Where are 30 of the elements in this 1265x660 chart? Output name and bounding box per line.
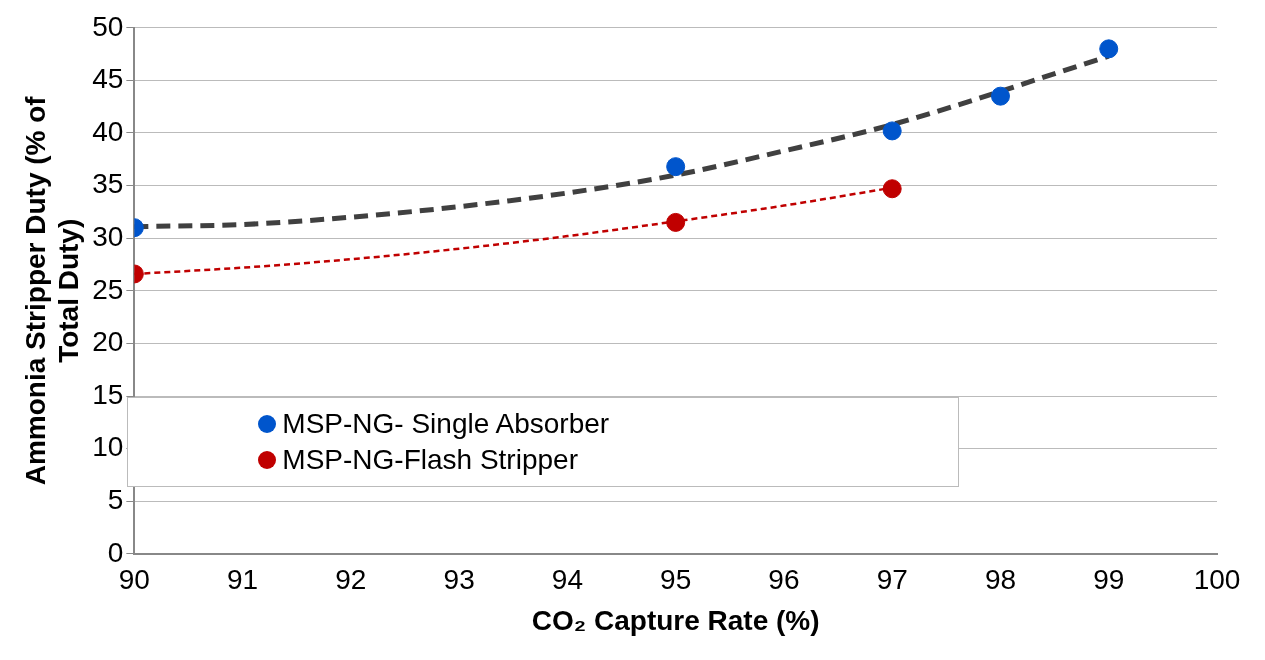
point [882,179,902,199]
x-tick-label: 92 [335,564,367,596]
y-tick-label: 10 [92,431,124,463]
y-axis-title: Ammonia Stripper Duty (% of Total Duty) [19,95,85,486]
legend-label: MSP-NG- Single Absorber [282,406,610,441]
point [1099,39,1119,59]
x-tick-label: 91 [227,564,259,596]
y-tick-label: 45 [92,63,124,95]
point [666,157,686,177]
y-tick-label: 15 [92,378,124,410]
y-tick-label: 30 [92,220,124,252]
y-tick-label: 50 [92,10,124,42]
point [882,121,902,141]
y-tick-label: 20 [92,326,124,358]
x-tick-label: 95 [660,564,692,596]
x-axis-title: CO₂ Capture Rate (%) [531,604,820,636]
legend-label: MSP-NG-Flash Stripper [282,442,578,477]
x-tick-label: 97 [876,564,908,596]
y-tick-label: 25 [92,273,124,305]
x-tick-label: 99 [1093,564,1125,596]
y-tick-label: 35 [92,168,124,200]
point [990,86,1010,106]
y-tick-label: 5 [107,483,124,515]
x-tick-label: 93 [443,564,475,596]
x-tick-label: 100 [1193,564,1241,596]
point [666,212,686,232]
x-tick-label: 96 [768,564,800,596]
y-tick-label: 40 [92,115,124,147]
x-tick-label: 98 [984,564,1017,596]
x-tick-label: 94 [551,564,583,596]
